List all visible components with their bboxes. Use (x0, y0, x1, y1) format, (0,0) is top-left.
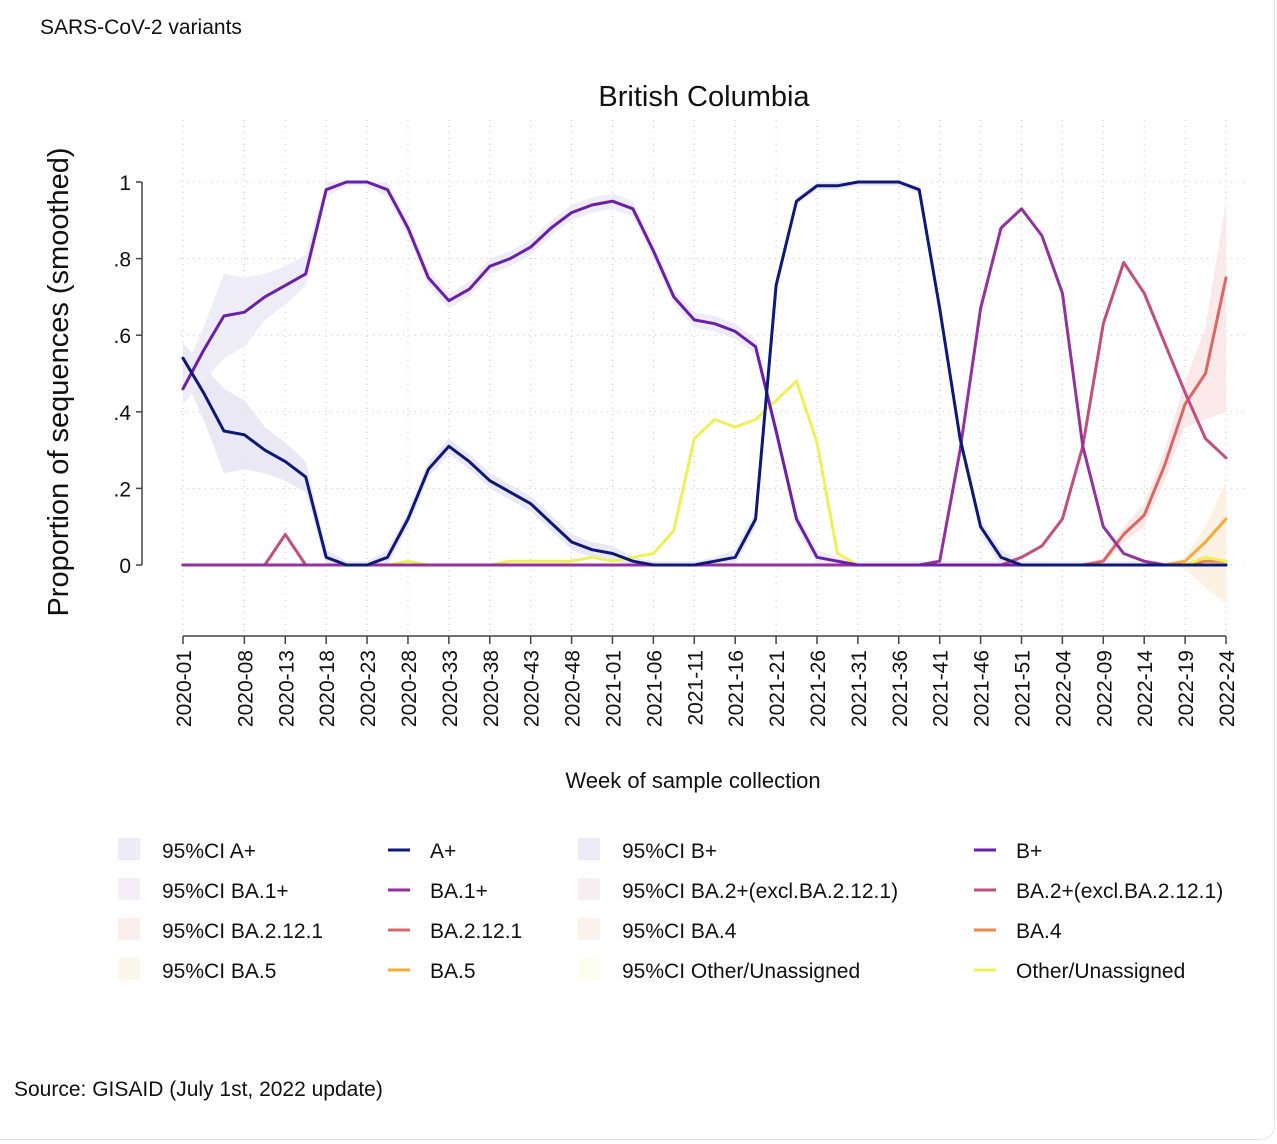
ci-band (183, 182, 1226, 565)
legend-label: 95%CI BA.1+ (162, 880, 289, 903)
legend-label: A+ (430, 840, 456, 863)
legend-swatch (118, 878, 140, 900)
x-tick-label: 2021-16 (725, 650, 748, 727)
x-tick-label: 2022-04 (1052, 650, 1075, 727)
legend-label: 95%CI B+ (622, 840, 717, 863)
legend-label: 95%CI BA.5 (162, 960, 276, 983)
x-tick-label: 2021-36 (889, 650, 912, 727)
legend-label: 95%CI Other/Unassigned (622, 960, 860, 983)
y-tick-label: 1 (119, 172, 131, 195)
legend-swatch (118, 838, 140, 860)
x-tick-label: 2020-33 (439, 650, 462, 727)
x-tick-label: 2021-01 (603, 650, 626, 727)
chart-title: British Columbia (598, 81, 810, 113)
legend-label: BA.5 (430, 960, 476, 983)
y-tick-label: .2 (113, 478, 131, 501)
legend-label: BA.2.12.1 (430, 920, 522, 943)
x-tick-label: 2021-41 (930, 650, 953, 727)
page-title: SARS-CoV-2 variants (40, 16, 242, 39)
legend-label: BA.1+ (430, 880, 488, 903)
x-tick-label: 2022-19 (1175, 650, 1198, 727)
legend-swatch (578, 878, 600, 900)
series-line (181, 180, 1228, 567)
x-tick-label: 2021-51 (1012, 650, 1035, 727)
x-tick-label: 2020-18 (316, 650, 339, 727)
series-line (181, 260, 1228, 567)
legend-swatch (118, 958, 140, 980)
legend-swatch (118, 918, 140, 940)
x-tick-label: 2020-08 (234, 650, 257, 727)
y-tick-label: .6 (113, 325, 131, 348)
series-line (181, 180, 1228, 567)
x-tick-label: 2020-43 (521, 650, 544, 727)
ci-band (183, 480, 1226, 604)
y-tick-label: .4 (113, 402, 131, 425)
legend-label: 95%CI A+ (162, 840, 256, 863)
y-axis-label: Proportion of sequences (smoothed) (43, 147, 75, 616)
legend-swatch (578, 838, 600, 860)
x-tick-label: 2020-38 (480, 650, 503, 727)
legend-label: BA.4 (1016, 920, 1062, 943)
x-tick-label: 2022-14 (1134, 650, 1157, 727)
y-tick-label: .8 (113, 249, 131, 272)
legend-label: 95%CI BA.2.12.1 (162, 920, 323, 943)
legend-swatch (578, 918, 600, 940)
legend-label: B+ (1016, 840, 1042, 863)
x-tick-label: 2020-28 (398, 650, 421, 727)
ci-band (183, 182, 1226, 565)
x-tick-label: 2021-26 (807, 650, 830, 727)
x-tick-label: 2022-09 (1093, 650, 1116, 727)
x-tick-label: 2020-23 (357, 650, 380, 727)
legend-label: 95%CI BA.4 (622, 920, 737, 943)
x-tick-label: 2022-24 (1216, 650, 1239, 727)
legend-swatch (578, 958, 600, 980)
x-tick-label: 2020-13 (275, 650, 298, 727)
x-axis-label: Week of sample collection (565, 768, 820, 793)
series-line (181, 207, 1228, 567)
y-tick-label: 0 (119, 555, 131, 578)
x-tick-label: 2021-46 (971, 650, 994, 727)
legend-label: 95%CI BA.2+(excl.BA.2.12.1) (622, 880, 898, 903)
x-tick-label: 2021-11 (684, 650, 707, 726)
legend-label: BA.2+(excl.BA.2.12.1) (1016, 880, 1223, 903)
series-line (181, 379, 1228, 567)
x-tick-label: 2020-01 (173, 650, 196, 727)
chart: British Columbia Proportion of sequences… (43, 81, 1248, 983)
x-tick-label: 2021-21 (766, 650, 789, 727)
legend-label: Other/Unassigned (1016, 960, 1185, 983)
x-tick-label: 2020-48 (562, 650, 585, 727)
x-tick-label: 2021-06 (643, 650, 666, 727)
x-tick-label: 2021-31 (848, 650, 871, 727)
ci-band (183, 201, 1226, 565)
source-note: Source: GISAID (July 1st, 2022 update) (14, 1078, 383, 1101)
